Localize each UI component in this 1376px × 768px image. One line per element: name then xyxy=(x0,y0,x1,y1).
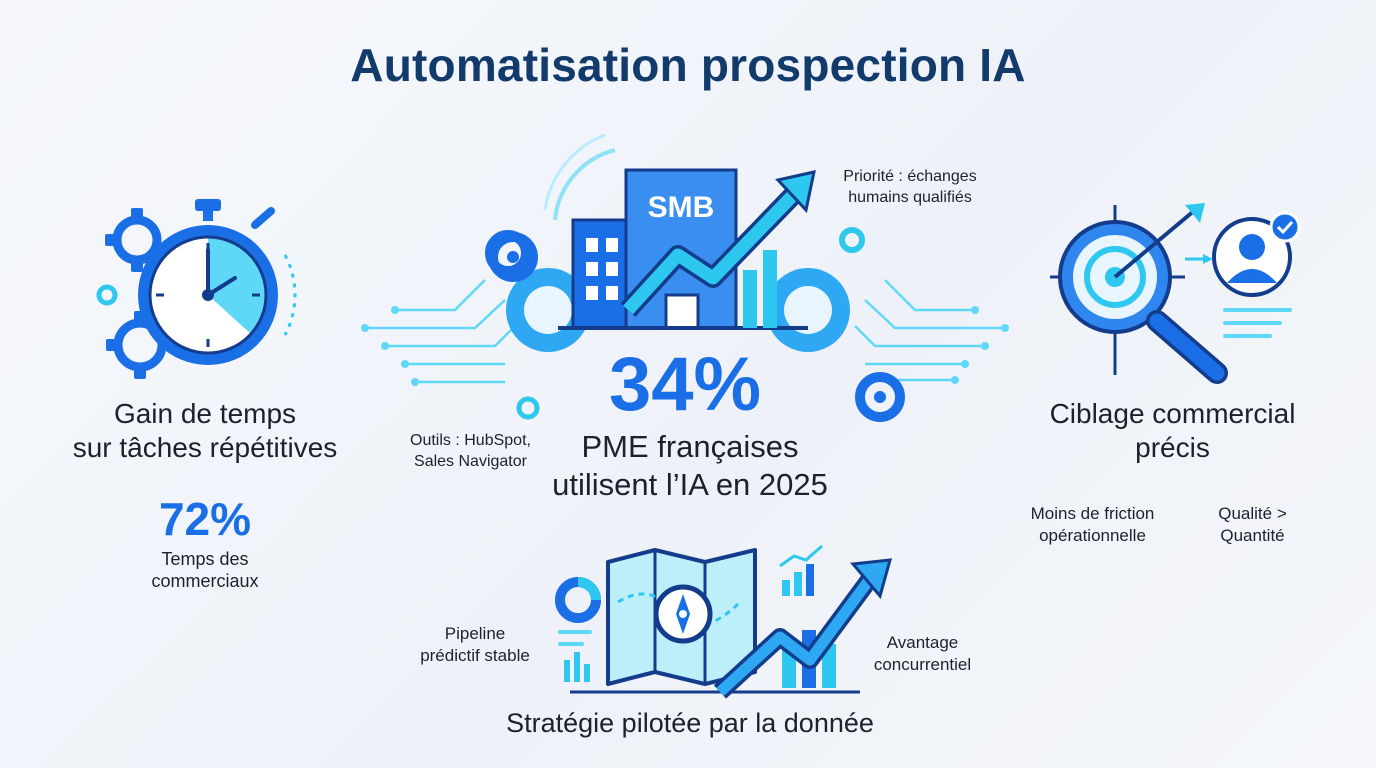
quality-line1: Qualité > xyxy=(1218,504,1287,523)
gear-icon xyxy=(506,268,590,352)
gear-icon xyxy=(839,227,865,253)
quality-line2: Quantité xyxy=(1220,526,1285,545)
bar-chart-icon xyxy=(779,544,823,596)
left-stat: 72% xyxy=(158,493,252,545)
friction-line2: opérationnelle xyxy=(1039,526,1146,545)
gear-icon xyxy=(855,372,905,422)
advantage-line1: Avantage xyxy=(886,633,959,652)
tools-line2: Sales Navigator xyxy=(414,453,527,470)
tools-line1: Outils : HubSpot, xyxy=(410,432,531,449)
bottom-right-note: Avantage concurrentiel xyxy=(855,632,990,676)
check-icon xyxy=(1269,211,1301,243)
center-caption-line1: PME françaises xyxy=(581,429,799,464)
priority-line2: humains qualifiés xyxy=(848,189,972,206)
building-growth-icon xyxy=(485,168,850,352)
left-heading: Gain de temps sur tâches répétitives xyxy=(40,397,370,465)
friction-line1: Moins de friction xyxy=(1030,504,1155,523)
pipeline-line2: prédictif stable xyxy=(420,646,530,665)
right-heading-line2: précis xyxy=(1135,432,1210,463)
right-note-friction: Moins de friction opérationnelle xyxy=(1005,503,1180,547)
center-stat: 34% xyxy=(608,342,762,427)
circuit-lines xyxy=(361,133,1009,386)
priority-note: Priorité : échanges humains qualifiés xyxy=(815,166,1005,208)
center-caption-line2: utilisent l’IA en 2025 xyxy=(552,467,828,502)
left-heading-line1: Gain de temps xyxy=(113,398,297,429)
advantage-line2: concurrentiel xyxy=(873,655,972,674)
user-icon xyxy=(1212,217,1292,297)
right-heading-line1: Ciblage commercial xyxy=(1049,398,1296,429)
gear-icon xyxy=(516,396,540,420)
center-stat-caption: PME françaises utilisent l’IA en 2025 xyxy=(505,428,875,504)
right-note-quality: Qualité > Quantité xyxy=(1195,503,1310,547)
stopwatch-icon xyxy=(96,199,297,379)
pie-chart-icon xyxy=(555,577,601,623)
gear-icon xyxy=(112,215,162,265)
page-title: Automatisation prospection IA xyxy=(350,39,1026,91)
left-stat-caption: Temps des commerciaux xyxy=(105,548,305,592)
right-heading: Ciblage commercial précis xyxy=(1015,397,1330,465)
left-caption-line2: commerciaux xyxy=(151,571,259,591)
gear-icon xyxy=(488,232,538,282)
map-strategy-icon xyxy=(555,544,893,699)
bottom-left-note: Pipeline prédictif stable xyxy=(400,623,550,667)
tools-note: Outils : HubSpot, Sales Navigator xyxy=(398,430,543,472)
left-heading-line2: sur tâches répétitives xyxy=(72,432,338,463)
compass-icon xyxy=(653,584,713,644)
pipeline-line1: Pipeline xyxy=(444,624,506,643)
building-sign: SMB xyxy=(647,191,715,224)
bottom-caption: Stratégie pilotée par la donnée xyxy=(506,708,874,738)
priority-line1: Priorité : échanges xyxy=(843,168,977,185)
target-icon xyxy=(1050,203,1301,384)
left-caption-line1: Temps des xyxy=(161,549,249,569)
